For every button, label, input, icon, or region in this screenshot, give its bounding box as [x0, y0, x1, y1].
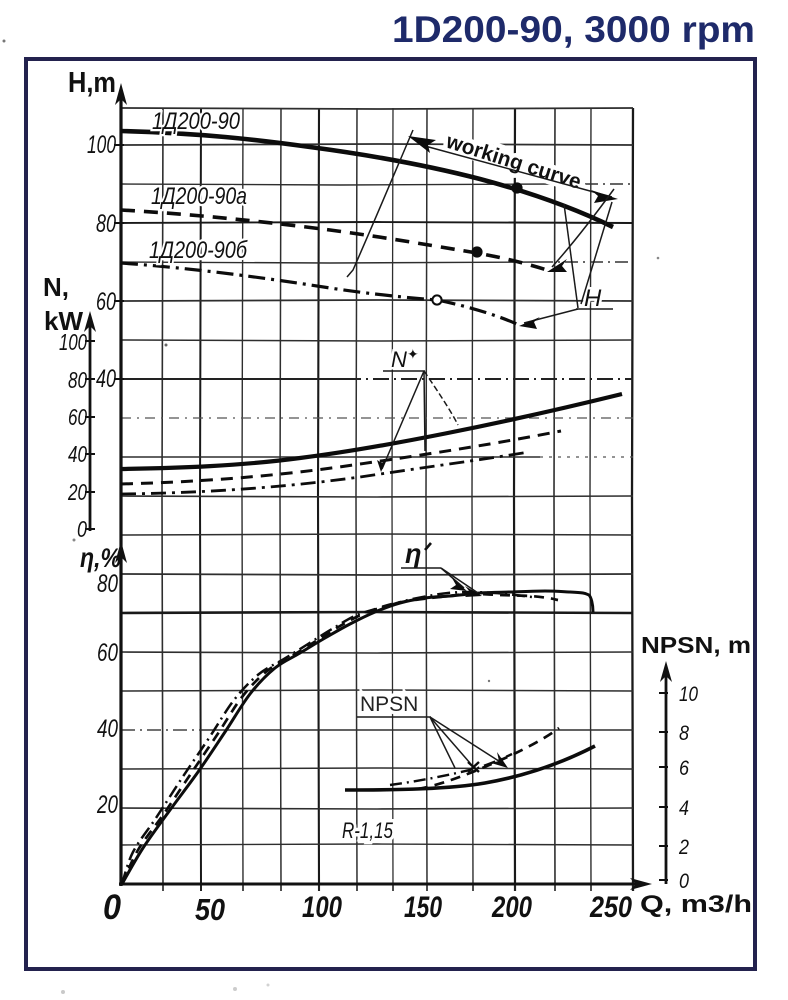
svg-text:N,: N, — [43, 272, 69, 302]
svg-text:H: H — [584, 285, 602, 312]
svg-text:40: 40 — [68, 441, 87, 467]
svg-text:0: 0 — [77, 516, 87, 542]
svg-text:H,m: H,m — [68, 67, 116, 99]
svg-text:60: 60 — [96, 288, 116, 316]
svg-text:1Д200-90б: 1Д200-90б — [149, 237, 248, 264]
svg-text:100: 100 — [302, 891, 342, 924]
svg-text:N: N — [391, 347, 407, 372]
svg-text:✦: ✦ — [407, 346, 419, 362]
svg-text:NPSN, m: NPSN, m — [641, 632, 751, 658]
svg-text:100: 100 — [87, 131, 116, 159]
svg-text:4: 4 — [679, 797, 689, 820]
svg-text:1Д200-90: 1Д200-90 — [152, 108, 241, 135]
svg-text:H: H — [584, 285, 602, 312]
svg-text:η: η — [405, 539, 422, 569]
svg-text:kW: kW — [44, 306, 83, 336]
svg-text:η,%: η,% — [80, 543, 121, 573]
svg-text:80: 80 — [68, 367, 87, 393]
svg-text:150: 150 — [404, 891, 442, 924]
svg-text:2: 2 — [678, 836, 689, 859]
svg-text:80: 80 — [97, 570, 118, 598]
svg-text:200: 200 — [491, 891, 532, 924]
svg-text:60: 60 — [97, 639, 118, 667]
svg-text:η: η — [405, 539, 422, 569]
svg-text:1Д200-90а: 1Д200-90а — [151, 183, 247, 210]
svg-text:20: 20 — [96, 791, 118, 819]
svg-text:0: 0 — [679, 870, 689, 893]
svg-text:250: 250 — [589, 891, 632, 924]
svg-text:R-1,15: R-1,15 — [342, 818, 394, 843]
svg-text:8: 8 — [679, 722, 689, 745]
svg-text:1Д200-90а: 1Д200-90а — [151, 183, 247, 210]
svg-text:100: 100 — [59, 329, 87, 355]
svg-text:NPSN: NPSN — [360, 693, 418, 716]
svg-text:1D200-90, 3000 rpm: 1D200-90, 3000 rpm — [392, 9, 755, 50]
svg-text:1Д200-90б: 1Д200-90б — [149, 237, 248, 264]
svg-text:80: 80 — [96, 210, 116, 238]
svg-text:0: 0 — [103, 888, 121, 927]
svg-text:40: 40 — [96, 365, 116, 393]
svg-text:60: 60 — [68, 404, 87, 430]
svg-text:50: 50 — [195, 892, 225, 927]
svg-text:Q, m3/h: Q, m3/h — [640, 891, 752, 918]
svg-text:NPSN: NPSN — [360, 693, 418, 716]
svg-text:20: 20 — [67, 479, 87, 505]
svg-text:1Д200-90: 1Д200-90 — [152, 108, 241, 135]
svg-text:N: N — [391, 347, 407, 372]
svg-text:6: 6 — [679, 757, 689, 780]
svg-text:R-1,15: R-1,15 — [342, 818, 394, 843]
svg-text:40: 40 — [97, 715, 118, 743]
svg-text:10: 10 — [679, 683, 698, 706]
